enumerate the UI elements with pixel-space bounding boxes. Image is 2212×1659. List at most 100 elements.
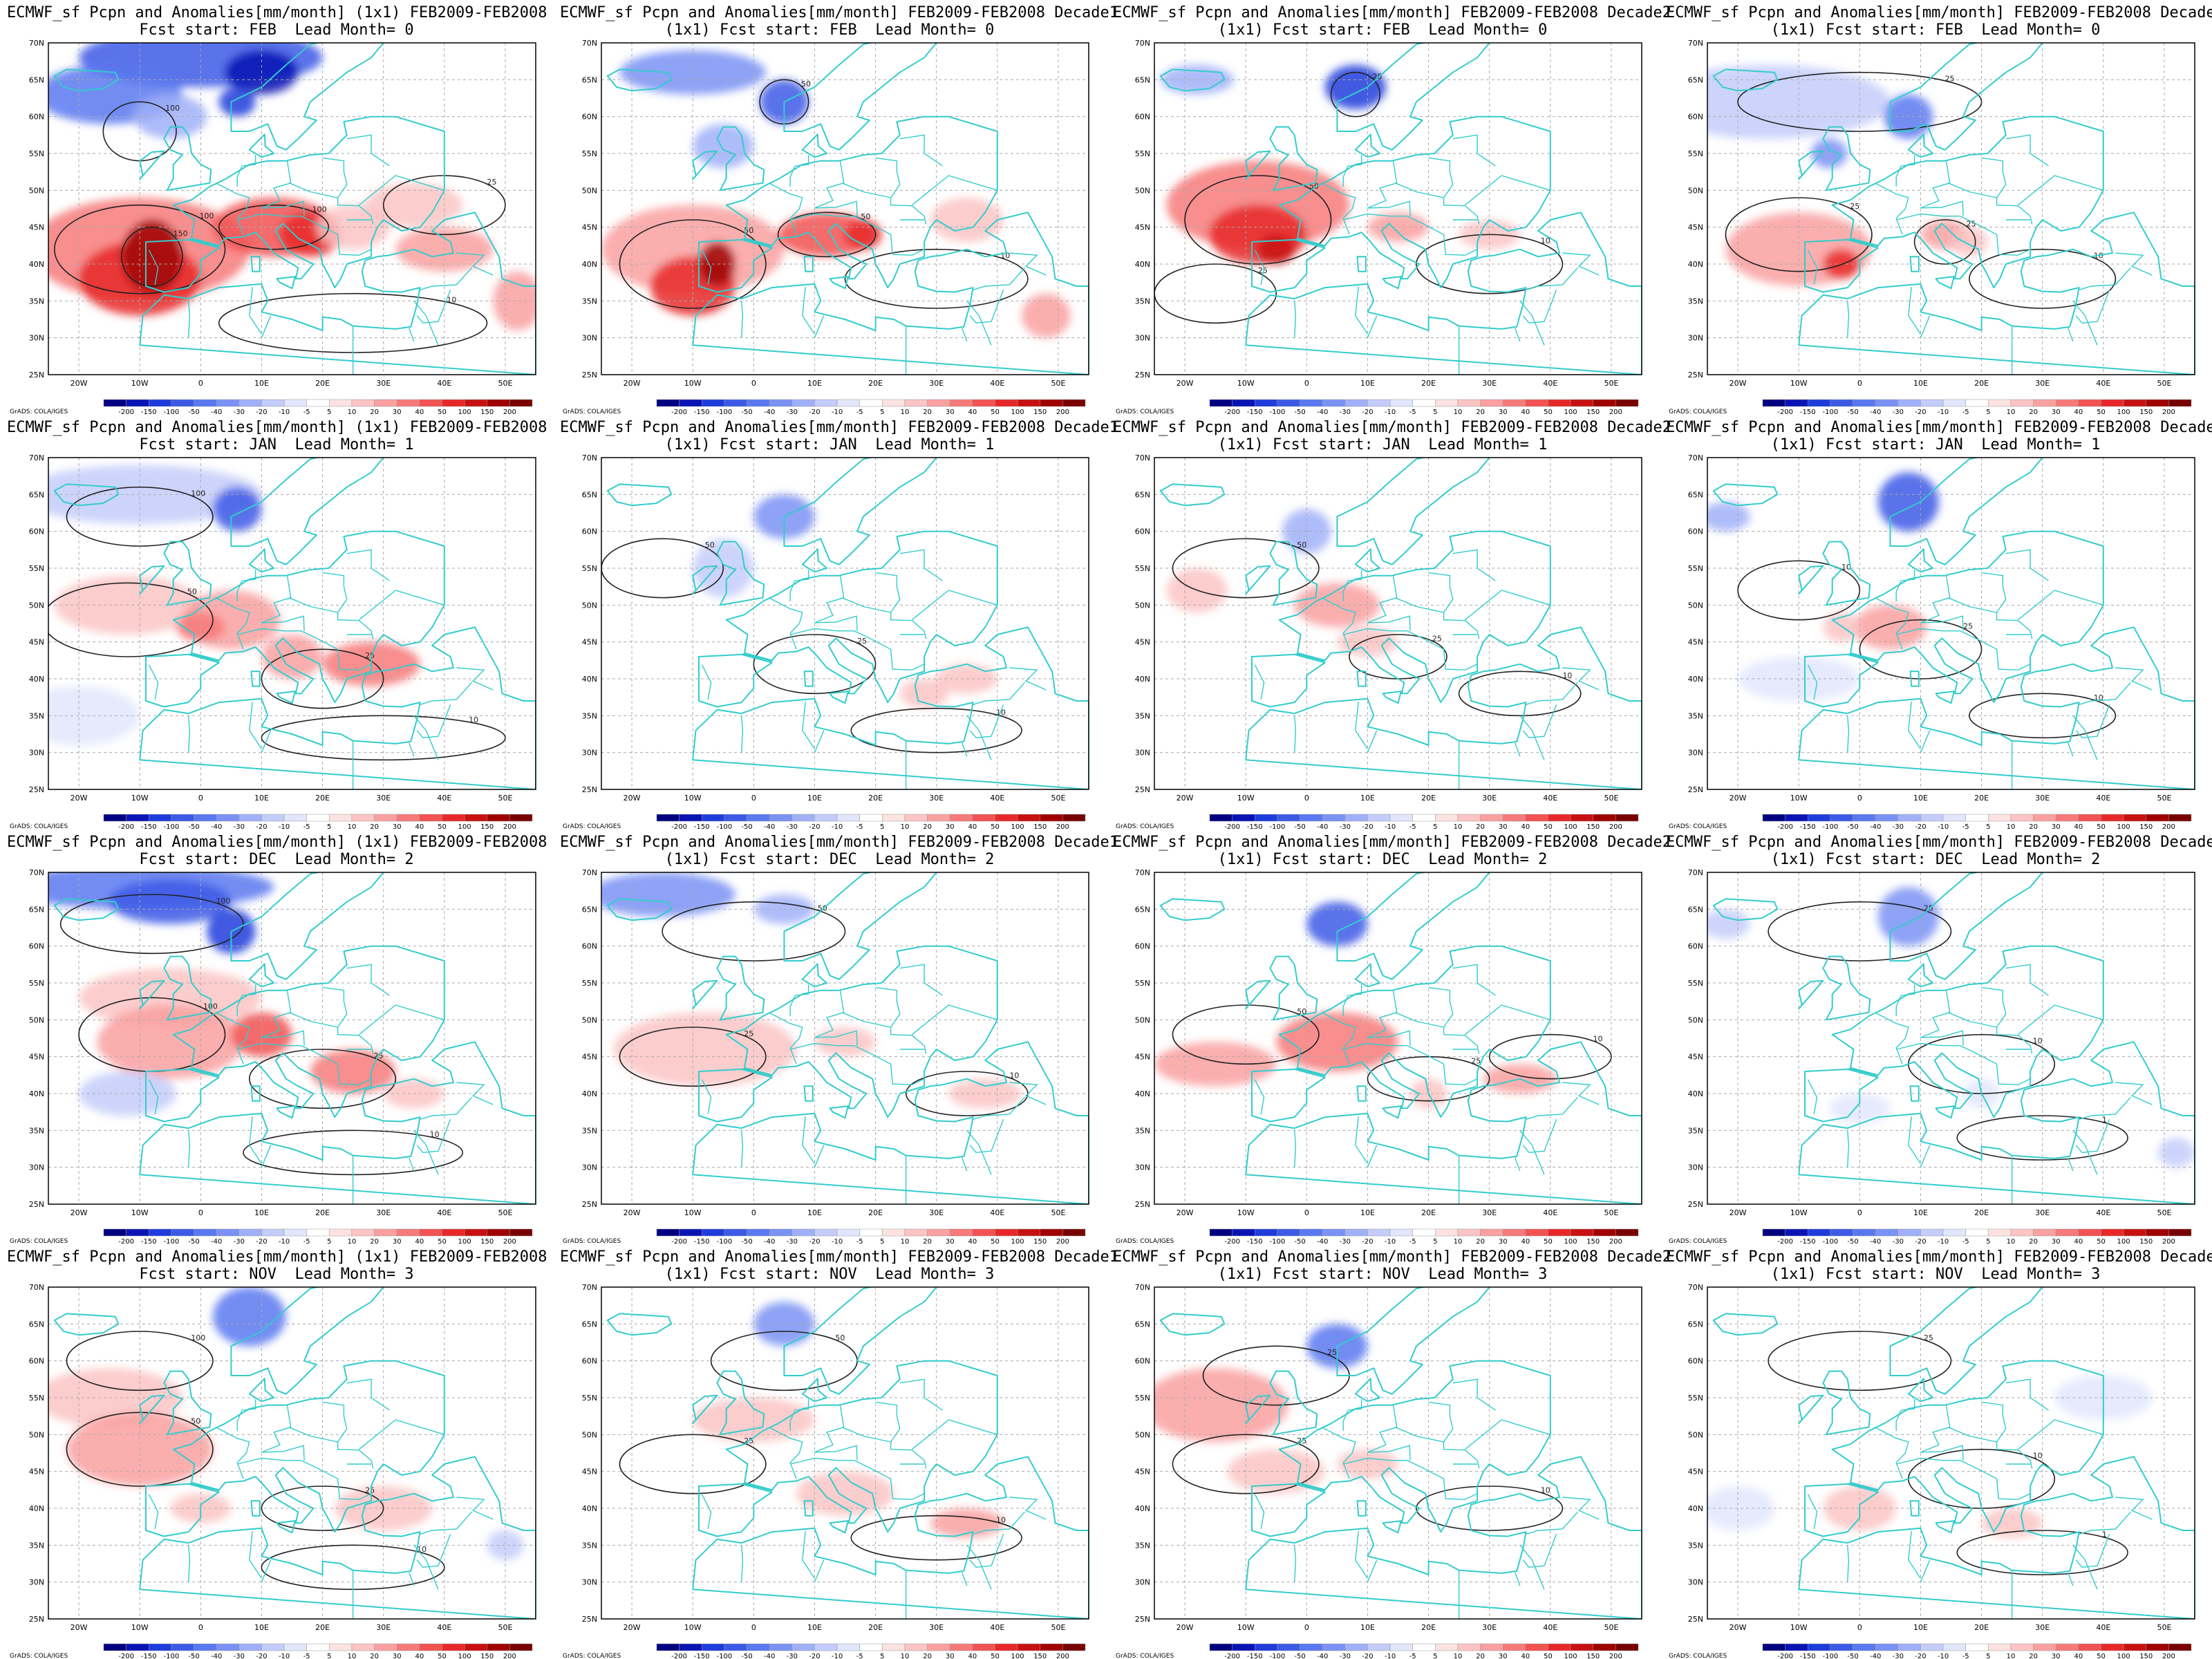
colorbar-swatch	[1457, 1643, 1481, 1651]
coastline	[53, 68, 120, 92]
colorbar-label: 40	[968, 1238, 977, 1244]
colorbar-swatch	[679, 1643, 702, 1651]
coastline	[692, 565, 718, 595]
border	[2072, 1544, 2098, 1590]
colorbar-swatch	[238, 1643, 262, 1651]
coastline	[1269, 126, 1318, 191]
title-line2: (1x1) Fcst start: DEC Lead Month= 2	[1217, 851, 1548, 868]
border	[973, 1511, 1026, 1535]
border	[288, 1401, 348, 1443]
border	[1342, 984, 1362, 1016]
border	[416, 1119, 451, 1154]
lon-label: 50E	[498, 1208, 512, 1217]
lat-label: 45N	[582, 223, 597, 232]
colorbar-label: -20	[1362, 1653, 1373, 1659]
contour-label: 25	[857, 637, 867, 646]
lat-label: 30N	[1688, 749, 1703, 758]
lat-label: 55N	[582, 149, 597, 158]
colorbar-label: -40	[211, 823, 222, 830]
coastline	[230, 872, 384, 980]
colorbar-swatch	[995, 399, 1018, 407]
colorbar-label: -30	[234, 823, 245, 830]
anomaly-blob	[218, 86, 256, 117]
colorbar-swatch	[1942, 1643, 1966, 1651]
lat-label: 25N	[582, 1200, 597, 1209]
contour	[1184, 175, 1332, 265]
coastline	[276, 1105, 296, 1119]
border	[854, 630, 925, 671]
colorbar-label: -40	[211, 1653, 222, 1659]
coastline	[692, 626, 1089, 789]
colorbar-swatch	[769, 399, 793, 407]
contour-label: 25	[1471, 1056, 1481, 1065]
grads-credit: GrADS: COLA/IGES	[1116, 409, 1174, 415]
grads-credit: GrADS: COLA/IGES	[1669, 1653, 1727, 1659]
title-line1: ECMWF_sf Pcpn and Anomalies[mm/month] (1…	[7, 419, 547, 436]
coastline	[783, 1287, 937, 1395]
coastline	[692, 1456, 1089, 1619]
lon-label: 10W	[1237, 379, 1255, 388]
lat-label: 35N	[582, 297, 597, 306]
border	[2115, 1082, 2153, 1105]
border	[1407, 630, 1478, 671]
colorbar-label: -10	[279, 1238, 290, 1244]
colorbar-swatch	[1277, 399, 1300, 407]
colorbar-swatch	[329, 1643, 353, 1651]
colorbar-label: 150	[1586, 823, 1600, 830]
colorbar-swatch	[238, 814, 262, 822]
lat-label: 25N	[582, 785, 597, 794]
colorbar-label: 30	[946, 823, 955, 830]
map-panel: 50 25 10 70N 65N 60N 55N 50N 45N 40N 35N 30N 25N 20W 1…	[560, 415, 1118, 830]
colorbar-label: 50	[991, 409, 1000, 415]
colorbar-label: -200	[671, 1653, 687, 1659]
colorbar-label: 20	[923, 1238, 932, 1244]
coastline	[606, 68, 673, 92]
lat-label: 55N	[1688, 564, 1703, 573]
colorbar-label: -150	[1800, 1238, 1816, 1244]
panel-title: ECMWF_sf Pcpn and Anomalies[mm/month] FE…	[1666, 419, 2212, 453]
lon-label: 30E	[1482, 1208, 1497, 1217]
colorbar-label: 50	[991, 1238, 1000, 1244]
colorbar-swatch	[487, 1228, 510, 1237]
colorbar-label: 10	[348, 409, 357, 415]
map-panel: 50 25 10 70N 65N 60N 55N 50N 45N 40N 35N 30N 25N 20W 1…	[560, 1244, 1118, 1659]
colorbar-label: -50	[188, 409, 199, 415]
lat-label: 65N	[29, 1320, 44, 1329]
colorbar-label: 10	[901, 823, 910, 830]
contour-label: 100	[312, 205, 327, 214]
lon-label: 20W	[1730, 794, 1747, 803]
border	[966, 300, 992, 346]
colorbar-label: 5	[327, 1238, 331, 1244]
colorbar-swatch	[1457, 399, 1481, 407]
border	[236, 1399, 256, 1431]
colorbar-label: 40	[415, 1653, 424, 1659]
colorbar-label: -100	[717, 409, 733, 415]
border	[1522, 704, 1557, 739]
lon-label: 30E	[376, 794, 391, 803]
lat-label: 40N	[29, 260, 44, 269]
coastline	[1336, 458, 1490, 565]
border	[413, 300, 439, 346]
border	[1847, 301, 1850, 338]
colorbar-label: -100	[717, 823, 733, 830]
colorbar-label: -50	[1294, 1238, 1305, 1244]
contour	[1330, 71, 1380, 118]
colorbar: -200 -150 -100 -50 -40 -30 -20 -10 -5 5 10 20 30 40 50…	[1762, 814, 2192, 830]
lon-label: 10W	[1790, 1208, 1808, 1217]
coastlines	[1159, 872, 1642, 1204]
lon-label: 40E	[2096, 1623, 2110, 1632]
colorbar-swatch	[2168, 1643, 2192, 1651]
coastline	[1909, 1500, 1920, 1517]
map-panel: 50 25 10 70N 65N 60N 55N 50N 45N 40N 35N 30N 25N 20W 1…	[1113, 415, 1671, 830]
border	[1407, 216, 1478, 256]
colorbar-label: 40	[968, 1653, 977, 1659]
lon-label: 0	[1857, 379, 1862, 388]
lon-label: 10E	[1360, 379, 1375, 388]
colorbar-swatch	[1593, 1228, 1616, 1237]
colorbar-swatch	[2078, 814, 2101, 822]
colorbar-swatch	[442, 1228, 465, 1237]
colorbar-swatch	[2146, 1228, 2169, 1237]
lat-label: 55N	[1688, 979, 1703, 988]
